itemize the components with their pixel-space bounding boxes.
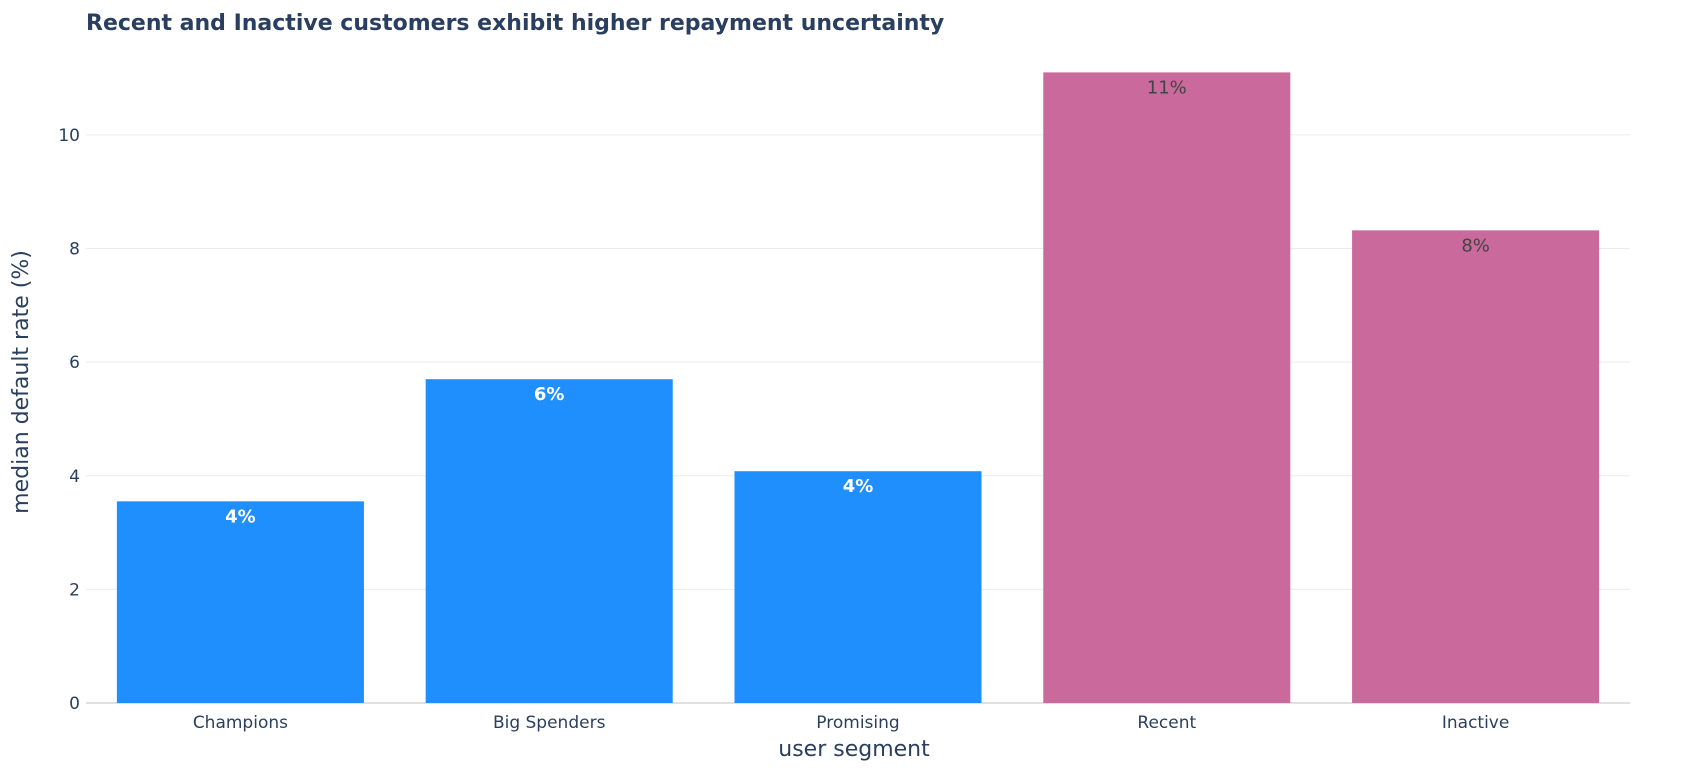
x-tick-label: Big Spenders: [493, 713, 606, 733]
y-tick-label: 8: [69, 240, 80, 260]
bar: [734, 471, 982, 703]
x-tick-label: Inactive: [1442, 713, 1509, 733]
x-tick-label: Champions: [193, 713, 288, 733]
bars: [116, 72, 1600, 704]
bar-value-label: 6%: [534, 384, 565, 405]
y-tick-label: 0: [69, 694, 80, 714]
y-tick-label: 2: [69, 580, 80, 600]
bar: [425, 379, 673, 703]
x-axis-title: user segment: [778, 737, 930, 762]
bar-labels: 4% 6% 4% 11% 8%: [225, 77, 1490, 527]
bar: [1352, 230, 1600, 703]
x-axis-ticks: Champions Big Spenders Promising Recent Inac…: [193, 713, 1510, 733]
y-axis-title: median default rate (%): [9, 250, 34, 514]
y-tick-label: 4: [69, 467, 80, 487]
bar-value-label: 8%: [1461, 235, 1490, 256]
y-tick-label: 10: [58, 126, 80, 146]
bar: [116, 501, 364, 703]
y-tick-label: 6: [69, 353, 80, 373]
x-tick-label: Promising: [816, 713, 899, 733]
bar-value-label: 4%: [843, 476, 874, 497]
bar: [1043, 72, 1291, 704]
bar-value-label: 11%: [1147, 77, 1187, 98]
y-axis-ticks: 0 2 4 6 8 10: [58, 126, 80, 714]
x-tick-label: Recent: [1137, 713, 1196, 733]
bar-value-label: 4%: [225, 506, 256, 527]
chart-title: Recent and Inactive customers exhibit hi…: [86, 11, 944, 36]
